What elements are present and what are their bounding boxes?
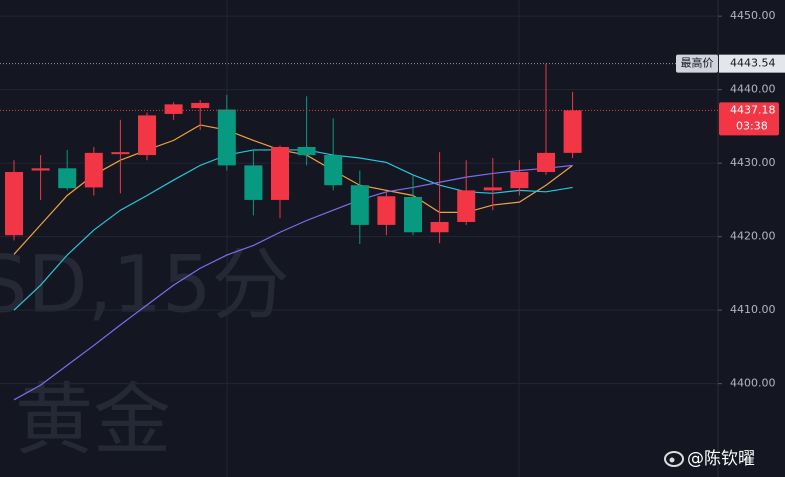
credit-text: @陈钦曜 <box>687 449 755 469</box>
watermark: 黄金 <box>15 375 171 465</box>
candle-body <box>537 152 555 172</box>
moving-average <box>13 149 573 311</box>
candle-body <box>138 115 156 156</box>
y-tick-label: 4410.00 <box>730 303 776 316</box>
y-tick-label: 4400.00 <box>730 377 776 390</box>
candle-body <box>563 110 582 153</box>
candle-body <box>244 165 263 200</box>
candle-body <box>271 146 289 200</box>
countdown: 03:38 <box>736 119 768 132</box>
moving-average <box>13 124 573 255</box>
candle-body <box>5 171 23 236</box>
watermark: SD,15分 <box>0 240 290 330</box>
moving-average <box>13 164 573 401</box>
last-price-value: 4437.18 <box>730 103 776 116</box>
y-tick-label: 4420.00 <box>730 230 776 243</box>
candle-body <box>324 155 343 186</box>
candle-body <box>377 196 396 225</box>
candle-body <box>350 185 369 225</box>
candle-body <box>111 152 130 155</box>
high-price-box <box>719 54 785 73</box>
high-price-label: 最高价 <box>681 56 714 70</box>
credit-icon <box>669 457 675 463</box>
candle-body <box>457 190 476 222</box>
candle-body <box>84 152 103 188</box>
candle-body <box>510 171 529 189</box>
candle-body <box>164 104 183 114</box>
y-tick-label: 4440.00 <box>730 83 776 96</box>
credit-icon <box>664 451 684 467</box>
high-price-tag <box>676 54 718 73</box>
last-price-box <box>719 102 779 136</box>
candle-body <box>31 168 50 171</box>
y-tick-label: 4430.00 <box>730 156 776 169</box>
candle-body <box>58 168 77 189</box>
high-price-value: 4443.54 <box>730 57 776 70</box>
credit: @陈钦曜 <box>664 449 755 469</box>
candle-body <box>297 146 316 156</box>
candle-body <box>217 109 236 166</box>
candle-body <box>191 102 210 109</box>
candle-body <box>404 196 422 233</box>
candle-body <box>483 187 502 191</box>
candle-body <box>430 221 449 233</box>
y-tick-label: 4450.00 <box>730 9 776 22</box>
